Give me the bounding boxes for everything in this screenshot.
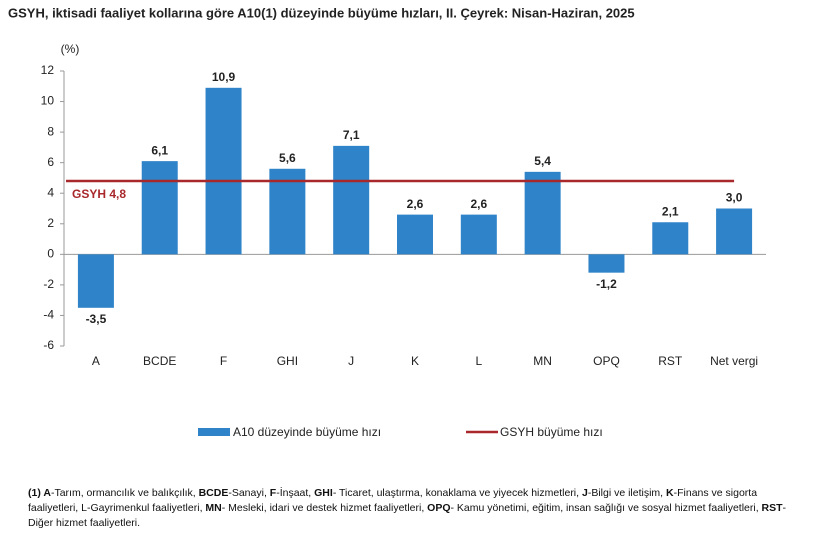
bar <box>205 87 242 255</box>
value-label: 10,9 <box>212 70 236 84</box>
value-label: 5,6 <box>279 151 296 165</box>
footnote: (1) A-Tarım, ormancılık ve balıkçılık, B… <box>28 486 808 531</box>
reference-label: GSYH 4,8 <box>72 187 126 201</box>
value-label: 2,1 <box>662 204 679 218</box>
legend-label: A10 düzeyinde büyüme hızı <box>233 425 381 439</box>
y-tick-label: 2 <box>47 216 54 230</box>
footnote-part: -Finans ve sigorta faaliyetleri, L-Gayri… <box>28 487 758 514</box>
footnote-part: OPQ <box>427 502 451 514</box>
footnote-part: -Sanayi, <box>228 487 270 499</box>
y-tick-label: 4 <box>47 185 54 199</box>
x-tick-label: J <box>348 354 354 368</box>
legend-swatch <box>198 428 230 436</box>
y-tick-label: 10 <box>41 94 55 108</box>
footnote-part: -Bilgi ve iletişim, <box>587 487 667 499</box>
x-tick-label: F <box>220 354 227 368</box>
footnote-part: - Diğer hizmet faaliyetleri. <box>28 502 787 529</box>
value-label: 7,1 <box>343 128 360 142</box>
x-tick-label: Net vergi <box>710 354 758 368</box>
chart: GSYH, iktisadi faaliyet kollarına göre A… <box>8 5 766 439</box>
footnote-part: MN <box>205 502 222 514</box>
x-tick-label: MN <box>533 354 552 368</box>
y-axis-label: (%) <box>61 42 80 56</box>
x-tick-label: GHI <box>277 354 298 368</box>
value-label: 2,6 <box>407 197 424 211</box>
y-tick-label: -2 <box>43 277 54 291</box>
footnote-part: J <box>581 487 588 499</box>
footnote-part: BCDE <box>198 487 229 499</box>
x-tick-label: A <box>92 354 100 368</box>
x-tick-label: K <box>411 354 419 368</box>
footnote-part: GHI <box>314 487 333 499</box>
value-label: -1,2 <box>596 277 617 291</box>
bar <box>77 254 114 308</box>
bar <box>460 214 497 255</box>
bar <box>524 171 561 255</box>
x-tick-label: L <box>475 354 482 368</box>
bar <box>333 145 370 255</box>
bar <box>397 214 433 255</box>
bar <box>269 168 306 255</box>
bar <box>652 222 689 255</box>
footnote-part: (1) A <box>28 487 51 499</box>
value-label: 2,6 <box>470 197 487 211</box>
chart-title: GSYH, iktisadi faaliyet kollarına göre A… <box>8 5 635 20</box>
footnote-part: RST <box>761 502 783 514</box>
footnote-part: - Mesleki, idari ve destek hizmet faaliy… <box>221 502 428 514</box>
y-tick-label: -6 <box>43 338 54 352</box>
y-tick-label: 0 <box>47 247 54 261</box>
y-tick-label: -4 <box>43 308 54 322</box>
x-tick-label: OPQ <box>593 354 620 368</box>
bar <box>716 208 753 255</box>
legend-label: GSYH büyüme hızı <box>500 425 603 439</box>
x-tick-label: RST <box>658 354 683 368</box>
value-label: 5,4 <box>534 154 551 168</box>
footnote-part: K <box>666 487 674 499</box>
value-label: 3,0 <box>726 191 743 205</box>
value-label: -3,5 <box>86 312 107 326</box>
footnote-part: -İnşaat, <box>276 487 315 499</box>
x-tick-label: BCDE <box>143 354 176 368</box>
y-tick-label: 6 <box>47 155 54 169</box>
y-tick-label: 12 <box>41 63 55 77</box>
bar <box>588 254 625 273</box>
footnote-part: - Kamu yönetimi, eğitim, insan sağlığı v… <box>450 502 762 514</box>
footnote-part: - Ticaret, ulaştırma, konaklama ve yiyec… <box>332 487 582 499</box>
bar <box>141 161 178 255</box>
y-tick-label: 8 <box>47 124 54 138</box>
footnote-part: -Tarım, ormancılık ve balıkçılık, <box>50 487 199 499</box>
footnote-part: F <box>269 487 277 499</box>
value-label: 6,1 <box>151 143 168 157</box>
